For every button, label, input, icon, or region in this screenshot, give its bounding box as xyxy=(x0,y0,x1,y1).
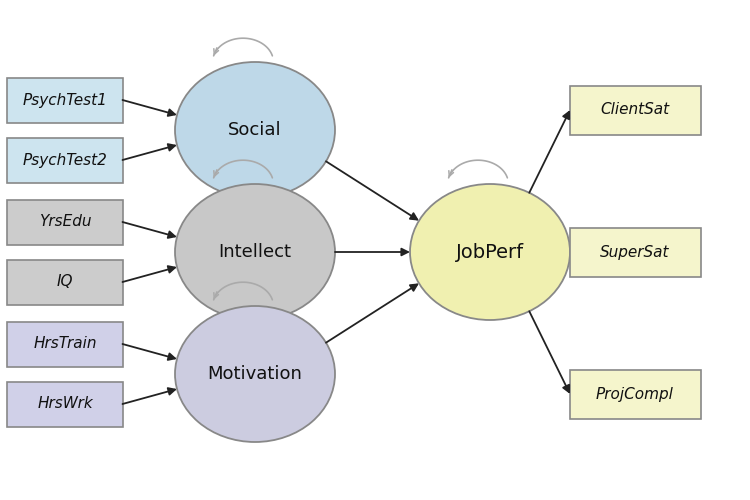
Text: SuperSat: SuperSat xyxy=(600,244,670,260)
Text: HrsTrain: HrsTrain xyxy=(33,336,97,351)
FancyBboxPatch shape xyxy=(7,78,123,122)
FancyBboxPatch shape xyxy=(7,322,123,366)
Text: PsychTest2: PsychTest2 xyxy=(22,152,107,168)
Text: HrsWrk: HrsWrk xyxy=(37,396,93,411)
Ellipse shape xyxy=(175,306,335,442)
FancyBboxPatch shape xyxy=(7,382,123,426)
Text: IQ: IQ xyxy=(57,274,74,289)
FancyBboxPatch shape xyxy=(569,370,700,418)
Text: Motivation: Motivation xyxy=(208,365,302,383)
Text: JobPerf: JobPerf xyxy=(456,242,524,262)
Text: ClientSat: ClientSat xyxy=(601,102,670,118)
FancyBboxPatch shape xyxy=(569,228,700,276)
FancyBboxPatch shape xyxy=(569,86,700,134)
Text: Intellect: Intellect xyxy=(218,243,292,261)
FancyBboxPatch shape xyxy=(7,200,123,244)
Ellipse shape xyxy=(410,184,570,320)
Ellipse shape xyxy=(175,184,335,320)
Text: Social: Social xyxy=(228,121,282,139)
Text: PsychTest1: PsychTest1 xyxy=(22,92,107,108)
FancyBboxPatch shape xyxy=(7,138,123,182)
Text: YrsEdu: YrsEdu xyxy=(39,214,92,230)
Text: ProjCompl: ProjCompl xyxy=(596,386,674,402)
Ellipse shape xyxy=(175,62,335,198)
FancyBboxPatch shape xyxy=(7,260,123,304)
